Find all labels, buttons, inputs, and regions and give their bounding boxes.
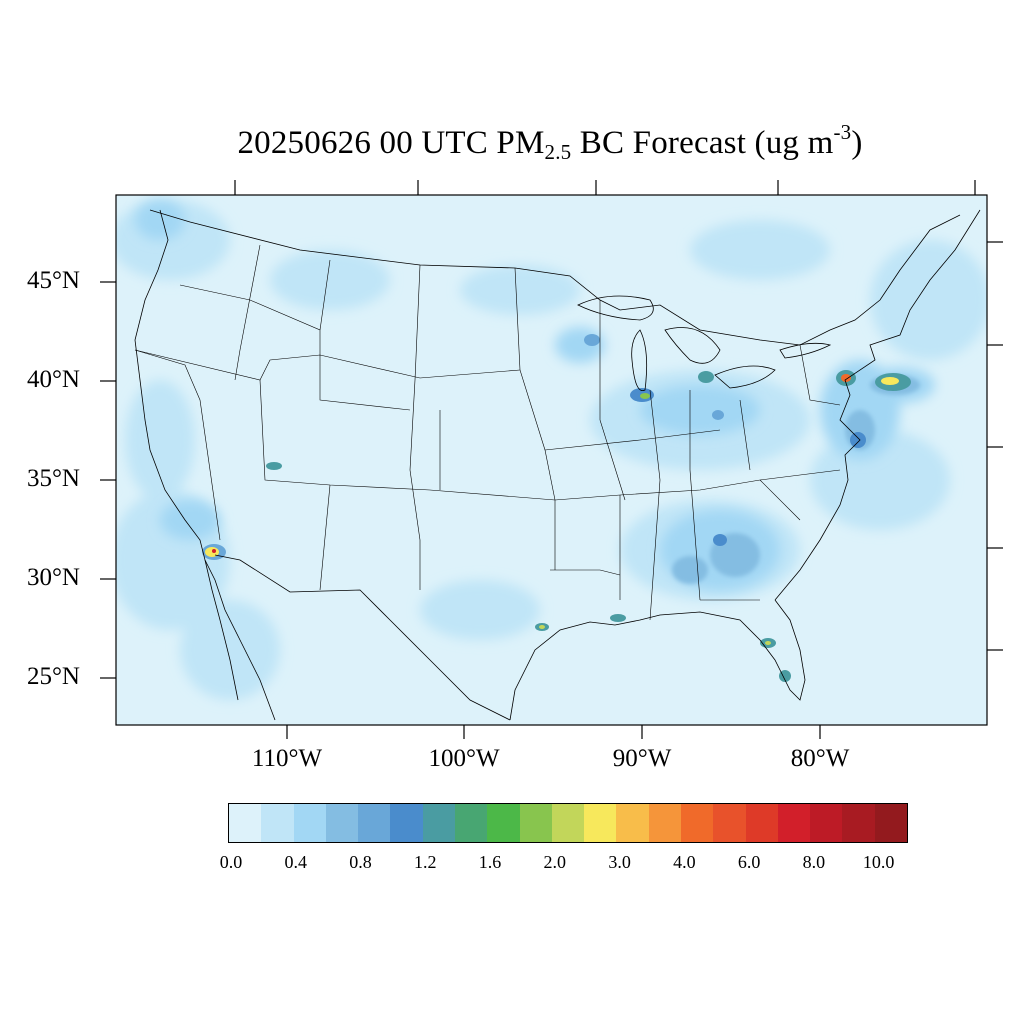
lat-label-45: 45°N (26, 267, 80, 294)
colorbar-label: 0.8 (349, 852, 372, 872)
lon-label-80: 80°W (790, 745, 850, 772)
colorbar-segment-8 (487, 804, 520, 842)
colorbar-segment-19 (842, 804, 875, 842)
hotspot-salt-lake-city (266, 462, 282, 470)
colorbar-label: 1.2 (414, 852, 437, 872)
state-lines (134, 244, 841, 621)
baja-coast (204, 559, 239, 701)
hotspot-atlantic-plume (875, 373, 911, 391)
hotspot-detroit (698, 371, 714, 383)
colorbar-segment-18 (810, 804, 843, 842)
colorbar-segment-16 (745, 804, 778, 842)
hotspot-los-angeles (202, 544, 226, 560)
colorbar-segment-12 (616, 804, 649, 842)
hotspot-chicago (630, 388, 654, 402)
lon-label-100: 100°W (428, 745, 500, 772)
colorbar-segment-2 (293, 804, 326, 842)
lat-label-35: 35°N (26, 465, 80, 492)
hotspot-atlanta (713, 534, 727, 546)
us-canada-border (149, 209, 961, 346)
us-mexico-border (214, 554, 511, 721)
boundaries (134, 209, 981, 721)
colorbar-label: 8.0 (802, 852, 826, 872)
colorbar-segment-17 (777, 804, 811, 842)
colorbar-label: 3.0 (608, 852, 631, 872)
colorbar-segment-9 (519, 804, 552, 842)
colorbar-label: 1.6 (478, 852, 502, 872)
gulf-coastline (509, 599, 806, 721)
hotspot-new-york (836, 370, 856, 386)
hotspot-philadelphia (850, 432, 866, 448)
hotspots (202, 334, 911, 682)
colorbar-segment-13 (648, 804, 681, 842)
colorbar-segment-10 (551, 804, 585, 842)
map-frame (115, 194, 988, 726)
colorbar-label: 0.0 (219, 852, 243, 872)
colorbar-segment-1 (261, 804, 294, 842)
colorbar-segment-6 (422, 804, 455, 842)
colorbar-segment-3 (325, 804, 359, 842)
colorbar (228, 803, 908, 843)
tick-marks (100, 180, 1003, 739)
colorbar-label: 0.4 (284, 852, 308, 872)
colorbar-segment-7 (454, 804, 488, 842)
lon-label-90: 90°W (612, 745, 672, 772)
lat-label-25: 25°N (26, 663, 80, 690)
colorbar-segment-4 (358, 804, 391, 842)
pacific-coastline (134, 209, 276, 721)
colorbar-label: 2.0 (543, 852, 567, 872)
colorbar-segment-5 (390, 804, 423, 842)
colorbar-segment-0 (229, 804, 262, 842)
colorbar-segment-15 (713, 804, 746, 842)
colorbar-segment-11 (584, 804, 617, 842)
atlantic-coastline (774, 209, 981, 601)
colorbar-label: 10.0 (862, 852, 895, 872)
great-lakes (577, 295, 832, 392)
colorbar-segment-20 (874, 804, 907, 842)
colorbar-label: 6.0 (737, 852, 761, 872)
lat-label-30: 30°N (26, 564, 80, 591)
colorbar-label: 4.0 (673, 852, 696, 872)
hotspot-new-orleans (610, 614, 626, 622)
lon-label-110: 110°W (251, 745, 323, 772)
hotspot-houston (535, 623, 549, 631)
lat-label-40: 40°N (26, 366, 80, 393)
hotspot-miami (779, 670, 791, 682)
colorbar-segment-14 (680, 804, 714, 842)
hotspot-indianapolis (712, 410, 724, 420)
hotspot-minneapolis (584, 334, 600, 346)
map-title: 20250626 00 UTC PM2.5 BC Forecast (ug m-… (237, 120, 863, 164)
